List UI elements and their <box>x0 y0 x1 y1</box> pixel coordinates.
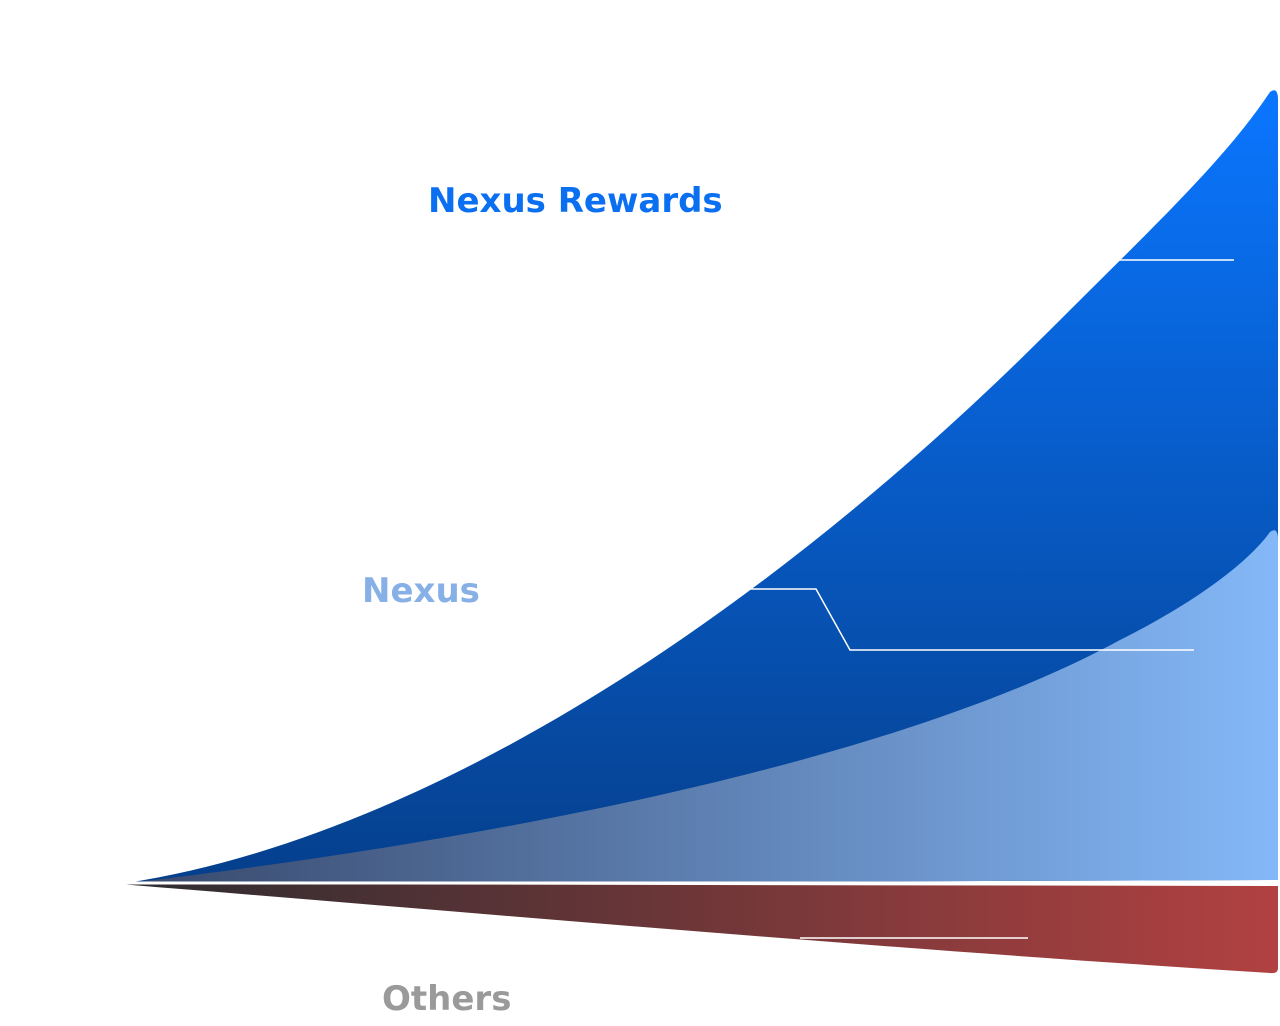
nexus-leader-line <box>712 588 1194 651</box>
series-label-nexus: Nexus <box>362 571 480 611</box>
series-label-nexus-rewards: Nexus Rewards <box>428 181 723 221</box>
nexus-rewards-area <box>120 90 1278 884</box>
nexus-area <box>120 530 1278 884</box>
others-area <box>120 884 1278 974</box>
series-label-others: Others <box>382 979 511 1019</box>
